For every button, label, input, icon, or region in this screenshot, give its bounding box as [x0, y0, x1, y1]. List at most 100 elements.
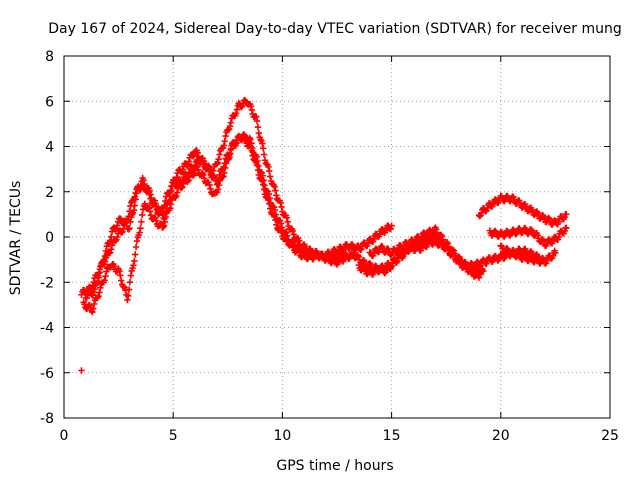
data-point: [252, 158, 260, 166]
data-point: [266, 167, 273, 175]
data-point: [204, 163, 212, 171]
y-tick-label: 6: [45, 94, 54, 110]
data-point: [405, 243, 412, 250]
data-point: [107, 233, 115, 240]
data-point: [272, 187, 279, 194]
data-point: [215, 176, 222, 183]
data-point: [201, 174, 208, 182]
data-point: [387, 251, 394, 259]
y-tick-label: -8: [40, 411, 54, 427]
data-point: [137, 224, 144, 232]
data-point: [555, 233, 562, 241]
data-point: [130, 207, 138, 214]
data-point: [133, 189, 140, 197]
data-point: [279, 208, 286, 215]
x-tick-label: 25: [601, 428, 619, 444]
data-point: [131, 257, 138, 265]
series-track-3: [82, 131, 325, 302]
data-point: [194, 166, 202, 174]
data-point: [211, 174, 219, 181]
x-tick-label: 5: [169, 428, 178, 444]
data-point: [253, 162, 261, 169]
data-point: [107, 237, 114, 244]
y-tick-label: -4: [40, 321, 54, 337]
data-point: [259, 177, 266, 185]
data-point: [147, 191, 154, 198]
data-point: [205, 164, 213, 172]
data-point: [394, 257, 401, 265]
data-point: [96, 289, 103, 296]
data-point: [563, 224, 570, 232]
data-point: [555, 218, 562, 226]
chart-title: Day 167 of 2024, Sidereal Day-to-day VTE…: [48, 21, 622, 37]
data-point: [220, 142, 228, 149]
data-point: [126, 279, 134, 286]
data-point: [147, 212, 155, 219]
data-point: [90, 305, 97, 312]
data-point: [214, 159, 221, 166]
data-point: [207, 185, 214, 192]
data-point: [272, 216, 279, 224]
data-point: [252, 157, 259, 164]
data-point: [318, 251, 325, 259]
data-point: [283, 214, 290, 221]
y-tick-label: -6: [40, 366, 54, 382]
data-point: [167, 186, 174, 194]
data-point: [278, 229, 285, 236]
data-point: [271, 206, 279, 214]
x-tick-label: 0: [60, 428, 69, 444]
y-tick-label: 4: [45, 140, 54, 156]
data-point: [271, 213, 278, 220]
data-point: [253, 117, 261, 125]
data-point: [288, 238, 296, 245]
data-point: [289, 227, 297, 235]
data-point: [506, 232, 514, 239]
data-point: [130, 262, 137, 269]
data-point: [261, 157, 269, 164]
data-point: [126, 225, 133, 232]
data-point: [276, 225, 283, 232]
data-point: [145, 205, 153, 212]
data-point: [215, 155, 222, 163]
data-point: [132, 243, 140, 251]
data-point: [232, 140, 239, 148]
data-point: [141, 200, 149, 208]
data-point: [100, 256, 108, 263]
data-point: [153, 203, 160, 211]
data-point: [101, 252, 109, 260]
data-point: [125, 226, 132, 233]
data-point: [378, 242, 385, 250]
data-point: [478, 209, 485, 216]
data-point: [399, 245, 406, 252]
data-point: [185, 158, 193, 165]
data-point: [118, 277, 125, 284]
data-point: [157, 220, 164, 227]
data-point: [114, 233, 121, 241]
data-point: [387, 225, 394, 233]
data-point: [220, 164, 228, 171]
data-point: [221, 160, 228, 167]
data-point: [108, 228, 116, 235]
data-point: [266, 173, 274, 180]
data-point: [133, 237, 141, 245]
data-point: [97, 263, 104, 271]
data-point: [252, 113, 260, 120]
data-point: [127, 272, 135, 279]
data-point: [97, 284, 104, 291]
data-point: [183, 162, 191, 169]
data-point: [89, 308, 96, 316]
data-point: [260, 186, 268, 193]
data-point: [78, 367, 85, 374]
data-point: [411, 240, 418, 247]
data-point: [226, 150, 234, 157]
data-point: [138, 218, 145, 226]
data-point: [116, 215, 124, 222]
data-point: [248, 147, 256, 154]
data-point: [152, 217, 160, 224]
data-point: [475, 274, 483, 281]
data-point: [451, 250, 458, 257]
data-point: [200, 160, 207, 167]
data-point: [221, 137, 228, 145]
data-point: [131, 251, 139, 258]
